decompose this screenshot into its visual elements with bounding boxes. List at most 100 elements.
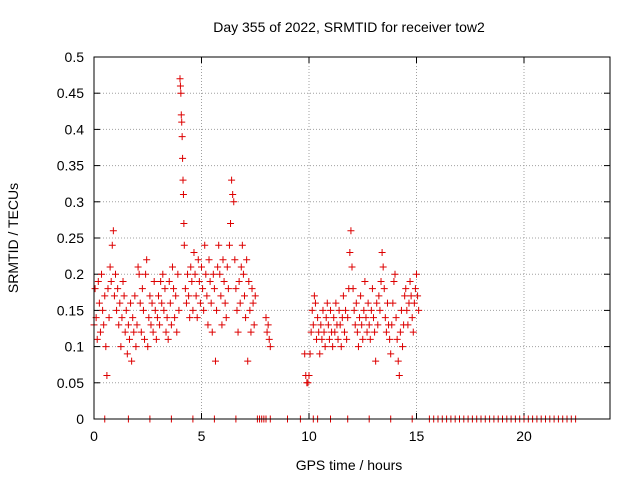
data-point: [159, 270, 167, 278]
data-point: [389, 299, 397, 307]
data-point: [144, 343, 152, 351]
data-point: [177, 89, 185, 97]
plot-frame: [93, 56, 611, 420]
data-point: [178, 118, 186, 126]
data-point: [115, 321, 123, 329]
data-point: [232, 285, 240, 293]
data-point: [266, 343, 274, 351]
data-point: [407, 292, 415, 300]
data-point: [155, 292, 162, 300]
data-point: [202, 270, 210, 278]
data-point: [124, 321, 132, 329]
data-point: [194, 256, 202, 264]
data-point: [244, 357, 252, 365]
data-point: [153, 314, 161, 322]
y-tick-label: 0.15: [57, 302, 84, 318]
data-point: [146, 292, 154, 300]
data-point: [415, 306, 423, 314]
data-point: [93, 335, 101, 343]
data-point: [382, 328, 390, 336]
data-point: [160, 306, 168, 314]
data-point: [168, 263, 176, 271]
data-point: [330, 314, 338, 322]
data-point: [388, 321, 396, 329]
data-point: [320, 328, 328, 336]
data-point: [148, 299, 156, 307]
data-point: [323, 299, 331, 307]
data-point: [250, 321, 258, 329]
data-point: [167, 321, 175, 329]
data-point: [222, 314, 230, 322]
data-point: [200, 306, 208, 314]
data-point: [335, 306, 343, 314]
data-point: [399, 343, 407, 351]
data-point: [178, 133, 186, 141]
data-point: [318, 335, 326, 343]
data-point: [213, 306, 221, 314]
data-point: [245, 277, 253, 285]
data-point: [99, 306, 107, 314]
y-tick-label: 0.05: [57, 375, 84, 391]
data-point: [409, 328, 417, 336]
data-point: [347, 227, 355, 235]
data-point: [133, 321, 141, 329]
data-point: [406, 277, 414, 285]
data-point: [360, 306, 368, 314]
data-point: [215, 241, 223, 249]
data-point: [207, 299, 215, 307]
data-point: [386, 335, 394, 343]
data-point: [401, 292, 409, 300]
data-point: [223, 263, 231, 271]
x-tick-label: 15: [409, 428, 425, 444]
data-point: [357, 292, 365, 300]
data-point: [329, 343, 337, 351]
data-point: [247, 328, 255, 336]
data-point: [123, 350, 131, 358]
x-tick-label: 0: [90, 428, 98, 444]
x-axis-label: GPS time / hours: [296, 457, 403, 473]
data-point: [205, 256, 213, 264]
data-point: [365, 321, 373, 329]
data-point: [164, 335, 172, 343]
data-point: [376, 306, 384, 314]
data-point: [359, 335, 367, 343]
data-point: [322, 314, 330, 322]
data-point: [321, 343, 329, 351]
data-point: [141, 335, 149, 343]
data-point: [391, 270, 399, 278]
data-point: [98, 270, 106, 278]
y-axis-label: SRMTID / TECUs: [5, 183, 21, 293]
x-tick-label: 20: [516, 428, 532, 444]
data-point: [201, 241, 209, 249]
data-point: [308, 306, 316, 314]
data-point: [309, 321, 317, 329]
data-point: [94, 277, 102, 285]
y-tick-label: 0.25: [57, 230, 84, 246]
data-point: [224, 285, 232, 293]
data-point: [265, 335, 273, 343]
data-point: [116, 299, 124, 307]
data-point: [242, 314, 250, 322]
data-point: [413, 270, 420, 278]
data-point: [367, 306, 375, 314]
data-point: [262, 314, 270, 322]
y-tick-label: 0.4: [65, 121, 85, 137]
data-point: [110, 292, 118, 300]
data-point: [198, 263, 205, 271]
data-point: [107, 277, 115, 285]
data-point: [174, 270, 182, 278]
data-point: [131, 292, 139, 300]
data-point: [170, 285, 178, 293]
data-point: [95, 299, 103, 307]
data-point: [350, 306, 358, 314]
data-point: [395, 372, 403, 380]
data-point: [101, 292, 109, 300]
y-tick-label: 0.1: [65, 339, 85, 355]
data-point: [363, 328, 371, 336]
data-point: [304, 379, 312, 387]
data-point: [150, 277, 158, 285]
data-point: [410, 299, 418, 307]
data-point: [182, 299, 190, 307]
data-point: [248, 285, 256, 293]
data-point: [238, 241, 246, 249]
